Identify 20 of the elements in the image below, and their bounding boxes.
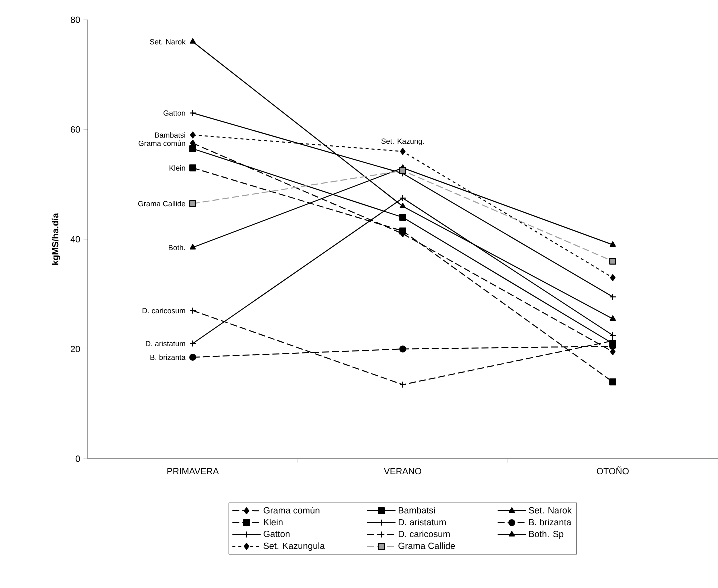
y-tick-label: 20 [71, 346, 80, 352]
y-axis-title: kgMS/ha.día [52, 213, 60, 266]
legend-label: B. brizanta [529, 519, 572, 526]
x-tick-label: PRIMAVERA [168, 468, 220, 474]
y-tick-label: 80 [70, 16, 80, 24]
legend-label: Gatton [264, 530, 290, 538]
x-tick-label: VERANO [384, 468, 422, 475]
legend-label: Set. Kazungula [264, 542, 326, 552]
legend-label: D. caricosum [398, 530, 450, 538]
legend-label: Bambatsi [398, 507, 436, 514]
x-tick-label: OTOÑO [597, 466, 629, 475]
legend-label: Klein [264, 519, 283, 526]
legend-label: Grama Callide [398, 542, 456, 550]
legend-label: Grama común [264, 507, 320, 514]
y-tick-label: 60 [71, 126, 80, 133]
y-tick-label: 40 [70, 236, 80, 243]
legend-label: D. aristatum [398, 519, 446, 526]
y-tick-label: 0 [76, 456, 80, 462]
legend-label: Set. Narok [529, 507, 572, 514]
legend-label: Both. Sp [529, 530, 564, 540]
